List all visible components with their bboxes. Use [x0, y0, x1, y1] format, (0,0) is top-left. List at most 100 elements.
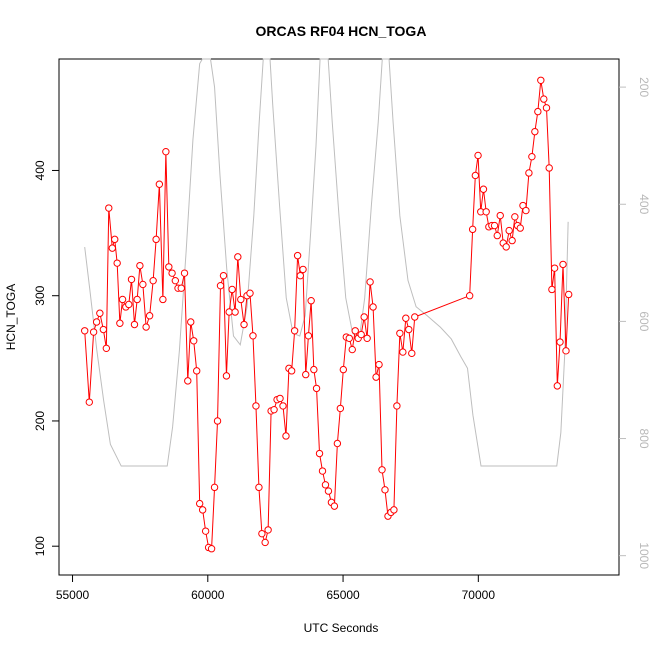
- data-point: [165, 263, 173, 271]
- data-point: [369, 303, 377, 311]
- data-point: [127, 275, 136, 284]
- data-point: [99, 325, 108, 334]
- data-point: [465, 292, 474, 300]
- data-point: [390, 506, 398, 514]
- right-tick-label: 1000: [637, 542, 650, 569]
- data-point: [293, 251, 302, 260]
- data-point: [348, 345, 356, 354]
- data-point: [307, 297, 315, 305]
- data-point: [130, 320, 139, 329]
- y-tick-label: 100: [33, 536, 47, 556]
- data-point: [207, 544, 216, 553]
- data-point: [548, 285, 556, 294]
- data-point: [149, 276, 157, 285]
- data-point: [184, 377, 192, 385]
- data-point: [324, 487, 333, 495]
- data-point: [545, 164, 553, 172]
- data-point: [222, 372, 231, 380]
- data-point: [556, 338, 564, 346]
- data-point: [550, 264, 559, 272]
- data-point: [113, 259, 121, 267]
- data-point: [249, 332, 257, 340]
- data-point: [360, 313, 368, 321]
- data-point: [534, 107, 542, 116]
- data-point: [336, 404, 345, 413]
- data-point: [302, 370, 310, 379]
- data-point: [296, 271, 305, 280]
- x-tick-label: 65000: [326, 588, 360, 602]
- data-point: [559, 260, 567, 269]
- x-tick-label: 70000: [462, 588, 496, 602]
- data-point: [290, 327, 299, 335]
- data-point: [139, 280, 147, 289]
- x-axis: 55000 60000 65000 70000: [56, 575, 495, 602]
- data-point: [210, 483, 219, 492]
- data-point: [482, 208, 490, 216]
- data-point: [564, 290, 573, 299]
- right-tick-label: 600: [637, 311, 650, 331]
- data-point: [240, 320, 248, 329]
- data-point: [142, 323, 150, 331]
- data-point: [321, 481, 330, 489]
- chart-title: ORCAS RF04 HCN_TOGA: [256, 23, 427, 39]
- data-point: [528, 152, 536, 161]
- data-point: [162, 147, 170, 156]
- data-point: [258, 529, 266, 538]
- data-point: [198, 506, 207, 514]
- data-point: [228, 285, 236, 294]
- data-point: [363, 334, 371, 342]
- data-point: [516, 224, 524, 232]
- data-point: [378, 466, 386, 474]
- data-point: [102, 344, 111, 353]
- data-point: [299, 265, 307, 274]
- data-point: [234, 253, 242, 261]
- data-point: [180, 269, 189, 277]
- data-point: [553, 382, 562, 390]
- data-point: [177, 284, 185, 292]
- data-point: [231, 308, 239, 316]
- data-point: [89, 328, 98, 336]
- data-point: [525, 169, 533, 177]
- data-point: [402, 314, 410, 322]
- data-point: [490, 221, 499, 230]
- data-point: [542, 104, 551, 112]
- data-point: [270, 405, 278, 414]
- data-point: [187, 318, 195, 326]
- data-point: [474, 151, 482, 160]
- data-point: [471, 171, 480, 180]
- data-point: [255, 483, 263, 492]
- data-point: [502, 243, 510, 251]
- data-point: [264, 526, 272, 534]
- y-tick-label: 400: [33, 160, 47, 180]
- right-axis: 200 400 600 800 1000: [619, 77, 650, 569]
- data-point: [108, 244, 116, 252]
- data-point: [304, 332, 313, 340]
- y-tick-label: 300: [33, 285, 47, 305]
- data-point: [393, 402, 401, 410]
- data-point: [92, 318, 101, 326]
- data-point: [155, 180, 164, 188]
- data-point: [310, 365, 318, 374]
- data-point: [345, 334, 353, 342]
- data-point: [468, 225, 477, 234]
- data-point: [152, 235, 160, 244]
- data-point: [171, 276, 180, 285]
- data-point: [118, 295, 127, 304]
- series-line-secondary: [84, 58, 569, 467]
- data-point: [216, 281, 225, 290]
- data-point: [190, 337, 198, 345]
- data-point: [372, 373, 380, 381]
- data-point: [396, 329, 404, 337]
- x-tick-label: 60000: [191, 588, 225, 602]
- data-point: [219, 271, 228, 280]
- data-point: [339, 365, 348, 374]
- data-point: [375, 360, 383, 369]
- right-tick-label: 200: [637, 77, 650, 97]
- data-point: [405, 325, 413, 334]
- data-point: [81, 327, 89, 335]
- x-tick-label: 55000: [56, 588, 90, 602]
- data-point: [351, 327, 359, 335]
- data-point: [125, 300, 133, 309]
- data-point: [508, 236, 516, 245]
